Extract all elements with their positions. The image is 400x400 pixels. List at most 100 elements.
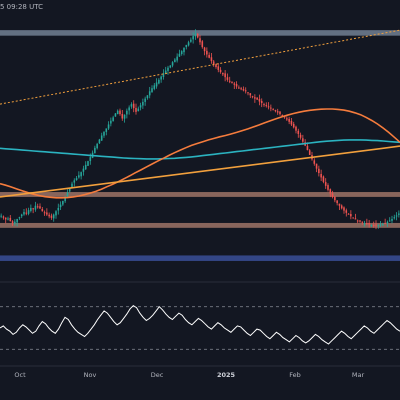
candle-body <box>382 223 384 225</box>
candle-body <box>59 204 62 208</box>
candle-body <box>231 82 233 84</box>
candle-body <box>151 88 153 93</box>
candle-body <box>142 101 144 106</box>
candle-body <box>192 36 194 40</box>
candle-body <box>203 47 206 52</box>
x-tick-label: Feb <box>289 371 301 379</box>
candle-body <box>356 220 359 222</box>
candle-body <box>137 108 140 112</box>
candle-body <box>228 80 231 82</box>
candle-body <box>391 218 393 221</box>
candle-body <box>379 224 382 226</box>
candle-body <box>318 168 320 174</box>
candle-body <box>345 210 348 213</box>
candle-body <box>292 123 295 128</box>
zone-demand <box>0 255 400 261</box>
price-zones <box>0 30 400 261</box>
ma-short-line <box>0 108 400 199</box>
candle-body <box>14 221 16 224</box>
candle-body <box>39 206 41 209</box>
candle-body <box>36 206 39 208</box>
candle-body <box>251 96 254 98</box>
candle-body <box>30 207 32 211</box>
candle-body <box>240 88 242 90</box>
candle-body <box>9 217 12 222</box>
candle-body <box>16 218 18 223</box>
candle-body <box>126 110 128 115</box>
x-tick-label: Mar <box>352 371 365 379</box>
zone-support_lower <box>0 222 400 228</box>
candle-body <box>167 67 169 71</box>
candle-body <box>222 73 224 75</box>
candle-body <box>62 200 64 205</box>
candle-body <box>11 221 14 223</box>
indicator-lines <box>0 29 400 199</box>
candle-body <box>338 203 341 206</box>
candle-body <box>299 134 302 138</box>
candle-body <box>171 62 174 66</box>
candle-body <box>217 66 220 70</box>
candle-body <box>110 120 112 124</box>
candle-body <box>176 56 178 61</box>
candle-body <box>114 113 117 117</box>
candle-body <box>199 38 201 43</box>
candle-body <box>244 90 247 92</box>
candle-body <box>78 175 80 178</box>
candle-body <box>354 218 357 220</box>
candle-body <box>281 115 284 117</box>
candle-body <box>263 104 265 106</box>
candle-body <box>146 95 149 99</box>
candle-body <box>169 65 172 68</box>
candle-body <box>267 106 270 108</box>
candle-body <box>306 145 309 151</box>
candle-body <box>368 223 370 225</box>
candle-body <box>55 211 57 216</box>
candle-body <box>20 214 23 217</box>
candle-body <box>7 218 9 220</box>
candle-body <box>190 39 192 42</box>
candle-body <box>260 100 263 104</box>
candle-body <box>331 193 334 197</box>
candle-body <box>384 222 386 224</box>
candle-body <box>187 42 190 46</box>
candle-body <box>82 168 85 172</box>
candle-body <box>210 57 213 62</box>
candle-body <box>2 216 5 218</box>
rsi-panel <box>0 304 400 350</box>
candle-body <box>139 105 142 108</box>
candle-body <box>226 77 229 80</box>
candle-body <box>320 173 322 178</box>
candle-body <box>350 214 352 217</box>
candle-body <box>4 217 7 220</box>
candle-body <box>160 76 162 80</box>
candle-body <box>247 92 249 94</box>
candle-body <box>297 130 300 134</box>
candle-body <box>201 41 204 48</box>
candle-body <box>121 113 124 119</box>
candle-body <box>352 217 354 219</box>
candle-body <box>288 118 290 122</box>
candle-body <box>279 111 281 115</box>
candle-body <box>119 110 121 115</box>
candle-body <box>249 93 252 96</box>
candle-body <box>347 213 350 215</box>
candle-body <box>32 208 34 210</box>
candle-body <box>206 50 208 55</box>
candle-body <box>315 163 318 169</box>
x-tick-label: Oct <box>14 371 26 379</box>
candle-body <box>183 47 185 53</box>
candle-body <box>308 150 311 155</box>
ma-long-line <box>0 139 400 160</box>
candle-body <box>302 138 304 142</box>
candle-body <box>377 224 380 226</box>
candle-body <box>123 114 126 119</box>
candle-body <box>276 111 279 113</box>
candle-body <box>340 205 343 209</box>
candle-body <box>395 215 398 217</box>
candle-body <box>286 118 288 120</box>
candle-body <box>50 215 53 218</box>
candle-body <box>130 104 133 107</box>
candle-body <box>178 53 181 57</box>
candle-body <box>322 176 325 182</box>
